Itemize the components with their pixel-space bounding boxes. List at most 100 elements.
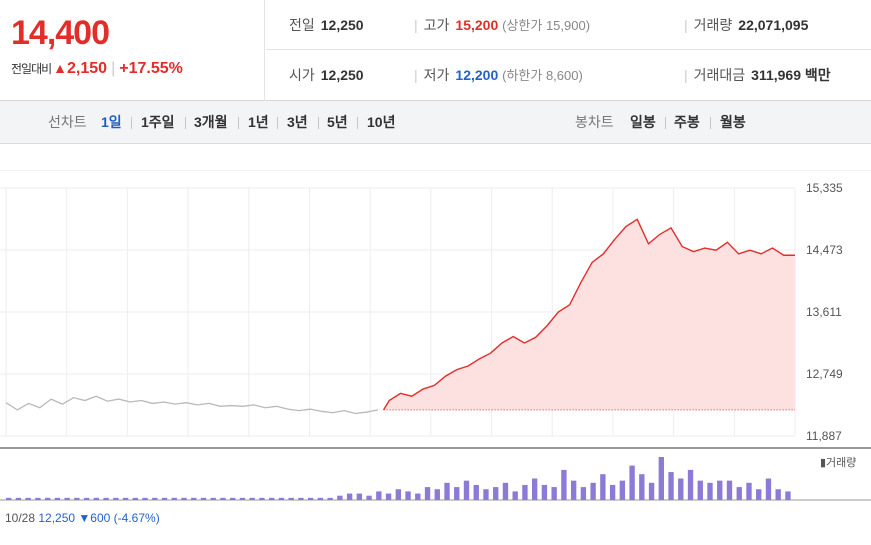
volume-bar xyxy=(532,478,538,500)
volume-bar xyxy=(609,484,616,500)
volume-bar xyxy=(93,497,100,500)
volume-bar xyxy=(103,497,109,500)
volume-bar xyxy=(395,489,401,500)
y-tick-label: 14,473 xyxy=(806,243,843,257)
volume-bar xyxy=(210,497,216,500)
volume-bar xyxy=(269,497,275,500)
volume-bar xyxy=(35,497,41,500)
volume-bar xyxy=(15,497,22,500)
volume-bar xyxy=(746,482,752,500)
volume-bar xyxy=(132,497,138,500)
tab-monthly[interactable]: 월봉 xyxy=(720,114,746,130)
low-value: 12,200 xyxy=(455,67,499,83)
volume-bar xyxy=(6,497,12,500)
volume-bars: ▮거래량 xyxy=(6,456,856,500)
volume-bar xyxy=(785,491,791,500)
open-label: 시가 xyxy=(289,67,315,83)
volume-bar xyxy=(220,497,226,500)
volume-bar xyxy=(434,489,440,500)
volume-bar xyxy=(687,469,694,500)
prev-close-cell: 전일 12,250 xyxy=(289,0,364,50)
volume-bar xyxy=(580,487,587,500)
tab-1y[interactable]: 1년 xyxy=(248,114,269,130)
divider xyxy=(710,117,711,129)
y-axis: 15,335 14,473 13,611 12,749 11,887 xyxy=(806,181,843,443)
line-chart-label: 선차트 xyxy=(48,114,87,130)
volume-bar xyxy=(249,497,255,500)
y-tick-label: 15,335 xyxy=(806,181,843,195)
lower-limit: (하한가 8,600) xyxy=(502,68,583,83)
volume-bar xyxy=(405,491,411,500)
tab-weekly[interactable]: 주봉 xyxy=(674,114,700,130)
amount-label: 거래대금 xyxy=(693,67,746,83)
volume-bar xyxy=(239,497,246,500)
volume-bar xyxy=(454,487,460,500)
volume-bar xyxy=(152,497,158,500)
volume-bar xyxy=(191,497,197,500)
volume-bar xyxy=(502,482,509,500)
upper-limit: (상한가 15,900) xyxy=(502,18,591,33)
tab-1d[interactable]: 1일 xyxy=(101,114,122,130)
divider: | xyxy=(414,17,418,33)
diff-label: 전일대비 xyxy=(11,62,52,76)
volume-bar xyxy=(307,497,314,500)
volume-bar xyxy=(512,491,518,500)
volume-bar xyxy=(658,457,664,500)
volume-bar xyxy=(54,497,61,500)
summary-row-1: 전일 12,250 | 고가 15,200 (상한가 15,900) | 거래량 22,0… xyxy=(266,0,871,50)
volume-bar xyxy=(736,487,742,500)
volume-bar xyxy=(483,489,489,500)
tab-daily[interactable]: 일봉 xyxy=(630,114,656,130)
volume-bar xyxy=(259,497,265,500)
quote-summary: 14,400 전일대비 ▲2,150 | +17.55% 전일 12,250 | 고가 15… xyxy=(0,0,871,101)
volume-legend: ▮거래량 xyxy=(820,456,856,469)
low-label: 저가 xyxy=(423,67,450,83)
volume-bar xyxy=(74,497,80,500)
volume-bar xyxy=(346,493,353,500)
divider xyxy=(185,117,186,129)
divider xyxy=(665,117,666,129)
diff-value: 2,150 xyxy=(67,60,108,77)
prev-day-caption: 10/28 12,250 ▼600 (-4.67%) xyxy=(5,511,160,525)
volume-bar xyxy=(668,472,674,500)
prev-session-line xyxy=(5,395,379,415)
volume-bar xyxy=(337,495,343,500)
open-value: 12,250 xyxy=(320,67,364,83)
chart-tabs-bar: 선차트 1일 1주일 3개월 1년 3년 5년 10년 봉차트 일봉 주봉 월봉 xyxy=(0,101,871,144)
up-triangle-icon: ▲ xyxy=(53,60,68,76)
volume-bar xyxy=(707,482,713,500)
volume-bar xyxy=(629,465,635,500)
volume-bar xyxy=(376,491,382,500)
volume-bar xyxy=(463,480,470,500)
volume-bar xyxy=(385,493,392,500)
tab-3y[interactable]: 3년 xyxy=(287,114,308,130)
tab-3m[interactable]: 3개월 xyxy=(194,114,228,130)
volume-bar xyxy=(278,497,285,500)
volume-bar xyxy=(697,480,703,500)
summary-row-2: 시가 12,250 | 저가 12,200 (하한가 8,600) | 거래대금 311,… xyxy=(266,50,871,100)
volume-bar xyxy=(64,497,70,500)
divider: | xyxy=(414,67,418,83)
volume-bar xyxy=(726,480,733,500)
high-value: 15,200 xyxy=(455,17,499,33)
prev-close-label: 전일 xyxy=(289,17,315,33)
prev-day-rate: (-4.67%) xyxy=(113,511,160,525)
volume-bar xyxy=(171,497,177,500)
tab-1w[interactable]: 1주일 xyxy=(141,114,175,130)
prev-close-value: 12,250 xyxy=(320,17,364,33)
divider xyxy=(131,117,132,129)
tab-5y[interactable]: 5년 xyxy=(327,114,348,130)
volume-bar xyxy=(25,497,31,500)
divider xyxy=(357,117,358,129)
volume-bar xyxy=(327,497,333,500)
y-tick-label: 11,887 xyxy=(806,429,842,443)
high-label: 고가 xyxy=(423,17,450,33)
price-change: 전일대비 ▲2,150 | +17.55% xyxy=(11,60,183,78)
tab-10y[interactable]: 10년 xyxy=(367,114,396,130)
volume-bar xyxy=(551,487,557,500)
volume-bar xyxy=(113,497,119,500)
volume-bar xyxy=(590,482,596,500)
amount-cell: | 거래대금 311,969 백만 xyxy=(684,50,831,100)
divider xyxy=(318,117,319,129)
